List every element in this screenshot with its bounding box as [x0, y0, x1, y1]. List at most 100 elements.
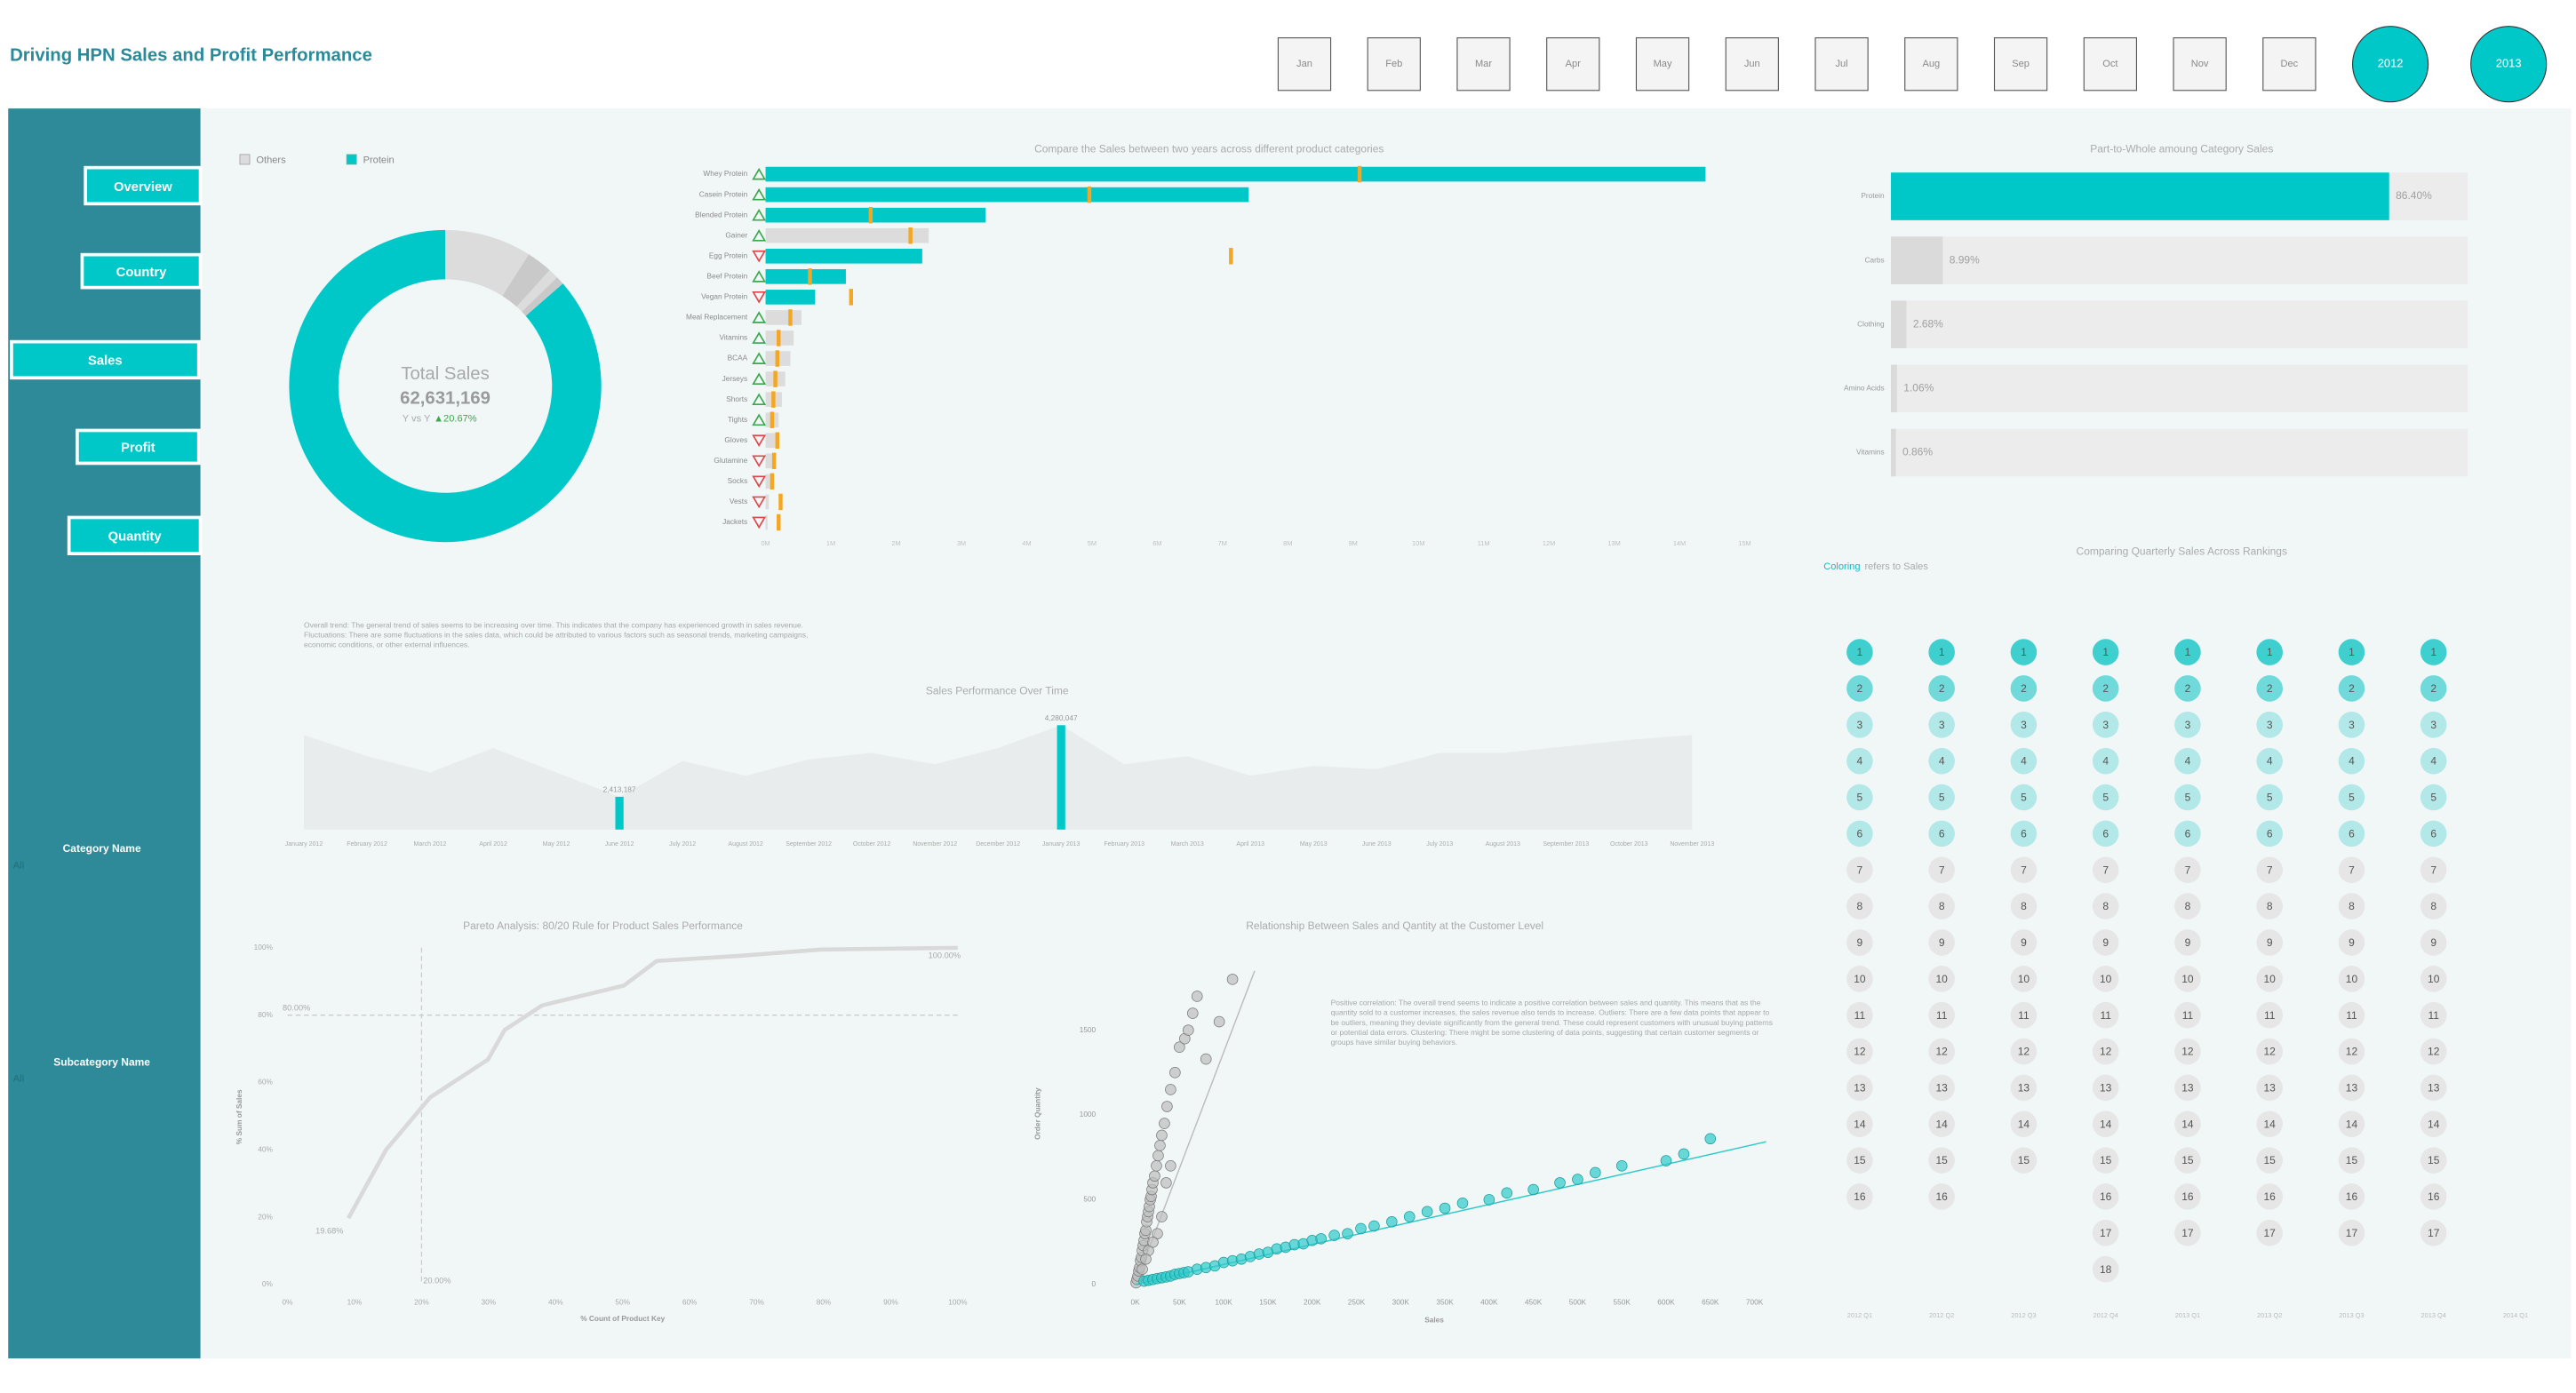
rank-circle [1928, 893, 1955, 919]
rank-label: 2 [1857, 682, 1863, 695]
scatter-point [1421, 1206, 1433, 1218]
bar-track [1891, 428, 2468, 477]
trend-up-marker [752, 208, 767, 221]
month-button[interactable] [2173, 37, 2227, 92]
x-tick-label: November 2012 [913, 841, 957, 848]
rank-circle [2092, 1074, 2119, 1102]
x-tick-label: 2012 Q4 [2093, 1311, 2118, 1319]
category-label: BCAA [728, 354, 748, 362]
nav-label[interactable]: Quantity [108, 530, 163, 545]
trend-down-marker [752, 434, 767, 447]
month-button[interactable] [1546, 37, 1600, 92]
rank-circle [2338, 1220, 2365, 1246]
rank-circle [2092, 784, 2119, 811]
nav-button[interactable] [80, 252, 203, 290]
nav-button[interactable] [84, 165, 203, 206]
rank-label: 2 [1939, 682, 1945, 695]
rank-circle [2338, 1038, 2365, 1065]
month-label[interactable]: Mar [1475, 59, 1492, 69]
y-axis-title: % Sum of Sales [235, 1089, 243, 1144]
rank-label: 14 [2264, 1118, 2277, 1130]
nav-label[interactable]: Profit [121, 442, 156, 456]
category-label: Shorts [726, 394, 747, 403]
rank-label: 10 [2018, 973, 2030, 985]
nav-button[interactable] [10, 339, 201, 380]
scatter-point [1140, 1253, 1152, 1265]
y-tick-label: 0% [262, 1279, 274, 1288]
scatter-point [1161, 1101, 1173, 1112]
nav-button[interactable] [76, 428, 201, 466]
rank-circle [2174, 1074, 2201, 1102]
category-label: Protein [1861, 191, 1885, 200]
x-tick-label: February 2013 [1104, 841, 1144, 848]
chart-subtitle-highlight: Coloring [1823, 561, 1860, 572]
rank-circle [2338, 784, 2365, 811]
month-label[interactable]: Jun [1744, 59, 1760, 69]
rank-label: 16 [2264, 1190, 2277, 1203]
rank-label: 2 [2430, 682, 2436, 695]
x-tick-label: 5M [1088, 539, 1097, 547]
month-button[interactable] [2262, 37, 2317, 92]
rank-label: 3 [2185, 719, 2191, 731]
x-tick-label: 2012 Q1 [1847, 1311, 1872, 1319]
rank-circle [1928, 856, 1955, 884]
month-label[interactable]: Aug [1922, 59, 1940, 69]
rank-circle [2256, 1074, 2283, 1102]
month-button[interactable] [1456, 37, 1511, 92]
rank-circle [2010, 747, 2038, 775]
month-button[interactable] [1277, 37, 1332, 92]
scatter-point [1174, 1041, 1185, 1053]
month-label[interactable]: Feb [1385, 59, 1402, 69]
x-tick-label: 250K [1348, 1297, 1366, 1306]
year-button[interactable] [2352, 26, 2429, 103]
x-tick-label: 2013 Q4 [2421, 1311, 2446, 1319]
month-label[interactable]: Dec [2281, 59, 2299, 69]
month-label[interactable]: Nov [2191, 59, 2209, 69]
rank-circle [2092, 856, 2119, 884]
month-button[interactable] [1635, 37, 1690, 92]
rank-label: 13 [2100, 1081, 2112, 1094]
month-label[interactable]: Sep [2012, 59, 2030, 69]
filter-value[interactable]: All [13, 1074, 24, 1085]
month-label[interactable]: Jan [1296, 59, 1312, 69]
month-label[interactable]: May [1654, 59, 1672, 69]
rank-label: 4 [2102, 755, 2109, 768]
trend-down-marker [752, 496, 767, 509]
scatter-point [1165, 1160, 1176, 1172]
month-button[interactable] [1993, 37, 2048, 92]
x-tick-label: 0M [761, 539, 770, 547]
donut-slice [289, 229, 602, 543]
category-label: Glutamine [714, 456, 747, 465]
x-tick-label: 100K [1215, 1297, 1232, 1306]
reference-mark [775, 432, 780, 450]
year-button[interactable] [2470, 26, 2548, 103]
year-label[interactable]: 2013 [2496, 57, 2522, 70]
month-button[interactable] [1367, 37, 1421, 92]
rank-circle [2338, 747, 2365, 775]
month-button[interactable] [1814, 37, 1869, 92]
month-button[interactable] [2083, 37, 2137, 92]
nav-label[interactable]: Overview [114, 180, 172, 195]
rank-circle [2256, 1220, 2283, 1246]
rank-label: 12 [1935, 1046, 1948, 1058]
nav-label[interactable]: Country [116, 266, 167, 280]
value-label: 86.40% [2396, 189, 2432, 202]
rank-label: 7 [2349, 864, 2355, 876]
x-tick-label: April 2013 [1236, 841, 1264, 848]
rank-circle [2256, 1183, 2283, 1210]
nav-button[interactable] [67, 515, 203, 555]
year-label[interactable]: 2012 [2378, 57, 2404, 70]
month-label[interactable]: Oct [2102, 59, 2117, 69]
nav-label[interactable]: Sales [88, 354, 123, 369]
month-button[interactable] [1725, 37, 1779, 92]
rank-label: 13 [2018, 1081, 2030, 1094]
trend-down-marker [752, 250, 767, 263]
filter-value[interactable]: All [13, 860, 24, 871]
month-label[interactable]: Apr [1566, 59, 1582, 69]
rank-label: 12 [2264, 1046, 2277, 1058]
rank-circle [2010, 820, 2038, 848]
month-label[interactable]: Jul [1835, 59, 1847, 69]
month-button[interactable] [1904, 37, 1958, 92]
